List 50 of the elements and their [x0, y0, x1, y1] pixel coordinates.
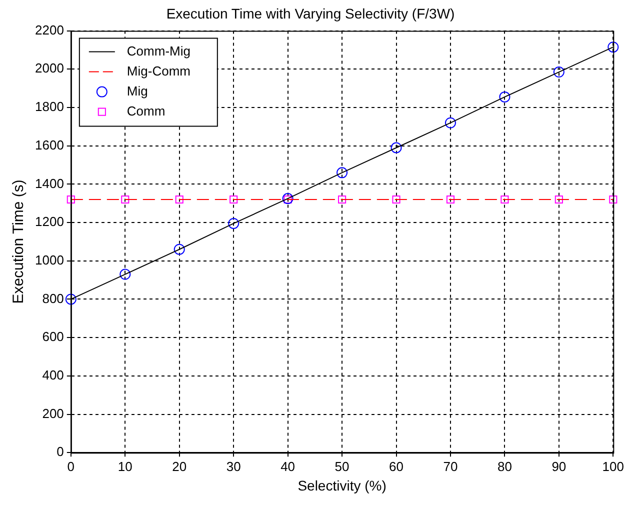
y-tick-label: 1800	[35, 99, 64, 114]
point	[230, 195, 238, 204]
legend-label: Mig-Comm	[126, 63, 190, 78]
x-tick-label: 60	[389, 458, 404, 474]
y-tick-label: 0	[56, 444, 64, 460]
x-tick-label: 70	[443, 458, 458, 474]
point	[500, 195, 509, 204]
point	[175, 195, 184, 204]
y-tick-label: 2200	[35, 22, 64, 38]
point	[553, 66, 564, 78]
point	[228, 218, 240, 229]
point	[338, 195, 346, 204]
legend-label: Comm	[126, 103, 166, 118]
chart-title: Execution Time with Varying Selectivity (F/3W)	[166, 5, 455, 22]
x-tick-label: 90	[552, 458, 566, 474]
x-tick-label: 20	[172, 458, 187, 474]
point	[446, 195, 455, 204]
x-tick-label: 10	[118, 458, 132, 474]
x-tick-label: 50	[334, 458, 350, 474]
legend-label: Mig	[126, 83, 148, 98]
point	[499, 91, 510, 102]
x-tick-label: 0	[67, 458, 75, 474]
y-tick-label: 1400	[35, 176, 64, 191]
x-tick-label: 30	[226, 458, 241, 474]
y-axis-title: Execution Time (s)	[10, 180, 28, 304]
x-tick-label: 100	[602, 458, 624, 474]
y-tick-label: 1600	[35, 137, 64, 152]
point	[608, 42, 619, 53]
x-tick-label: 40	[280, 458, 296, 474]
point	[336, 167, 348, 178]
point	[392, 195, 400, 204]
y-tick-label: 800	[42, 290, 64, 306]
x-axis-title: Selectivity (%)	[298, 477, 386, 494]
y-tick-label: 2000	[35, 60, 64, 76]
point	[120, 268, 131, 280]
point	[174, 244, 185, 255]
y-tick-label: 600	[42, 329, 64, 344]
y-tick-label: 200	[42, 406, 64, 421]
legend-label: Comm-Mig	[126, 43, 190, 58]
point	[609, 195, 618, 204]
point	[121, 195, 130, 204]
x-tick-label: 80	[497, 458, 512, 474]
y-tick-label: 1200	[35, 214, 64, 230]
point	[65, 294, 76, 305]
point	[444, 117, 456, 128]
point	[390, 142, 402, 154]
y-tick-label: 400	[42, 367, 64, 382]
y-tick-label: 1000	[35, 252, 64, 268]
point	[66, 195, 75, 204]
point	[554, 195, 563, 204]
